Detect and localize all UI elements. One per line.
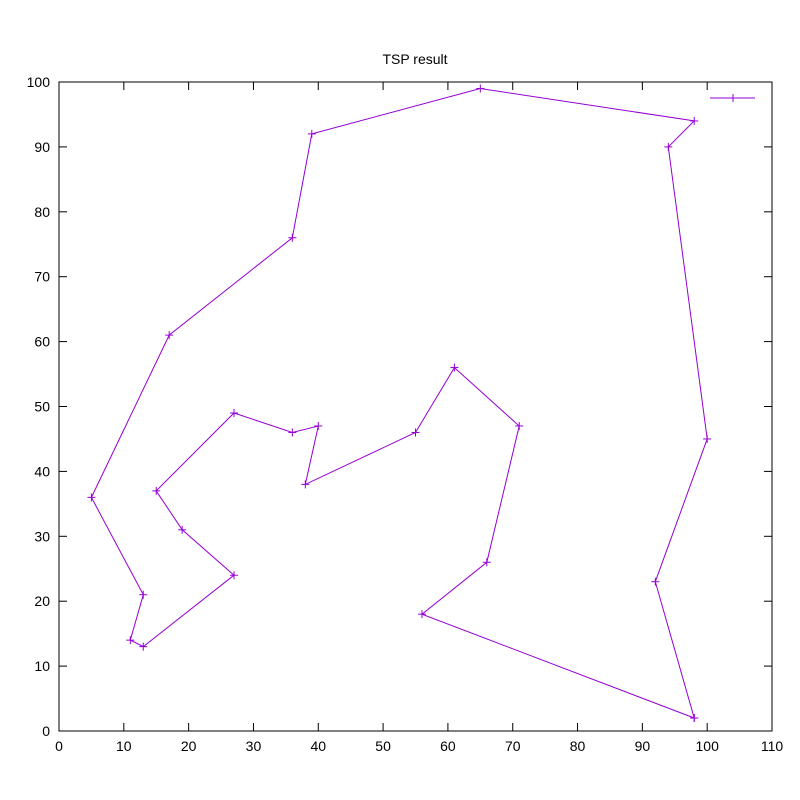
x-tick-label: 30 (246, 738, 262, 754)
legend-marker (729, 94, 737, 102)
data-point (87, 493, 96, 502)
data-point (139, 590, 148, 599)
axes (58, 81, 773, 732)
ticks: 0 10 20 30 40 50 60 70 80 90 100 110 0 10 20 30 40 50 60 70… (27, 74, 784, 754)
data-point (126, 636, 135, 645)
x-tick-label: 0 (55, 738, 63, 754)
x-tick-label: 20 (181, 738, 197, 754)
y-tick-label: 20 (34, 593, 50, 609)
y-tick-label: 50 (34, 399, 50, 415)
data-point (230, 571, 239, 580)
data-point (664, 142, 673, 151)
tour-line (90, 87, 708, 719)
data-point (690, 116, 699, 125)
x-tick-label: 50 (375, 738, 391, 754)
y-tick-label: 100 (27, 74, 51, 90)
plot-area (87, 84, 712, 723)
x-tick-label: 60 (440, 738, 456, 754)
data-point (307, 129, 316, 138)
y-tick-label: 30 (34, 528, 50, 544)
data-point (651, 577, 660, 586)
data-point (288, 428, 297, 437)
chart-title: TSP result (382, 51, 447, 67)
x-tick-label: 80 (570, 738, 586, 754)
y-tick-label: 0 (42, 723, 50, 739)
data-point (417, 610, 426, 619)
y-tick-label: 80 (34, 204, 50, 220)
x-tick-label: 40 (310, 738, 326, 754)
data-point (411, 428, 420, 437)
x-tick-label: 90 (635, 738, 651, 754)
data-point (139, 642, 148, 651)
data-point (515, 421, 524, 430)
plot-border (58, 81, 773, 732)
data-point (314, 421, 323, 430)
x-tick-label: 100 (696, 738, 720, 754)
data-point (476, 84, 485, 93)
data-point (152, 486, 161, 495)
x-tick-label: 70 (505, 738, 521, 754)
data-point (482, 558, 491, 567)
y-tick-label: 60 (34, 334, 50, 350)
y-tick-label: 40 (34, 463, 50, 479)
y-tick-label: 90 (34, 139, 50, 155)
data-point (230, 408, 239, 417)
x-tick-label: 10 (116, 738, 132, 754)
data-point (450, 363, 459, 372)
data-point (690, 714, 699, 723)
x-tick-label: 110 (761, 738, 784, 754)
y-tick-label: 70 (34, 269, 50, 285)
legend (710, 94, 755, 102)
data-point (178, 525, 187, 534)
data-point (301, 480, 310, 489)
data-point (703, 434, 712, 443)
data-point (165, 331, 174, 340)
y-tick-label: 10 (34, 658, 50, 674)
data-point (288, 233, 297, 242)
